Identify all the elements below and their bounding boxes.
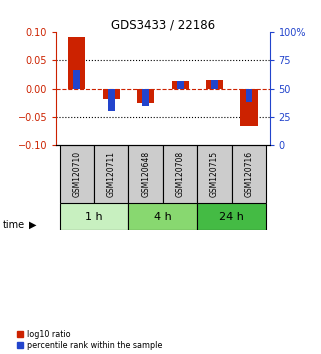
Text: time: time [3,220,25,230]
Text: ▶: ▶ [29,220,36,230]
Bar [246,88,252,102]
Bar [137,88,154,103]
Bar [177,81,184,88]
Bar [197,145,232,203]
Legend: log10 ratio, percentile rank within the sample: log10 ratio, percentile rank within the … [17,330,162,350]
Bar [240,88,257,126]
Bar [108,88,115,112]
Bar [74,70,80,88]
Bar [68,37,85,88]
Text: GSM120708: GSM120708 [176,151,185,198]
Bar [128,145,163,203]
Text: GSM120715: GSM120715 [210,151,219,198]
Bar [197,203,266,230]
Bar [60,145,94,203]
Title: GDS3433 / 22186: GDS3433 / 22186 [111,19,215,32]
Bar [103,88,120,99]
Text: 24 h: 24 h [219,212,244,222]
Bar [163,145,197,203]
Bar [211,80,218,88]
Bar [232,145,266,203]
Bar [60,203,128,230]
Text: GSM120711: GSM120711 [107,152,116,197]
Bar [142,88,149,106]
Bar [128,203,197,230]
Bar [94,145,128,203]
Text: GSM120716: GSM120716 [245,151,254,198]
Text: 1 h: 1 h [85,212,103,222]
Text: GSM120648: GSM120648 [141,151,150,198]
Bar [171,81,189,88]
Text: 4 h: 4 h [154,212,172,222]
Text: GSM120710: GSM120710 [72,151,81,198]
Bar [206,80,223,88]
